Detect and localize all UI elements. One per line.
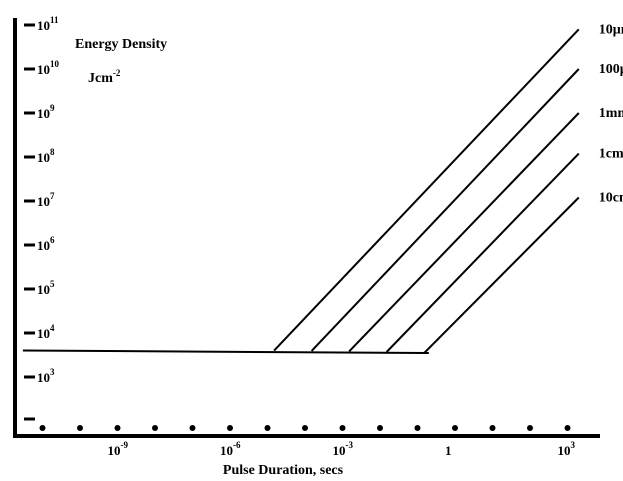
x-axis-dot xyxy=(264,425,271,431)
series-line xyxy=(310,68,580,352)
series-label: 1mm xyxy=(599,106,623,121)
x-axis-dot xyxy=(377,425,383,431)
series-line xyxy=(273,28,580,352)
series-line xyxy=(348,112,580,353)
series-label: 10μm xyxy=(599,22,623,37)
series-labels: 10μm 100μm 1mm 1cm 10cm xyxy=(599,22,623,205)
y-tick-label: 109 xyxy=(37,103,55,121)
y-tick-label: 1010 xyxy=(37,59,60,77)
y-tick-label: 108 xyxy=(37,147,55,165)
series-label: 1cm xyxy=(599,147,623,162)
x-axis-dot xyxy=(564,425,571,431)
x-tick-label: 103 xyxy=(558,440,576,458)
y-tick-label: 107 xyxy=(37,191,55,209)
x-axis-dot xyxy=(452,425,458,431)
axes xyxy=(13,18,600,438)
series-line xyxy=(385,152,580,353)
series-label: 100μm xyxy=(599,62,623,77)
y-unit-label: Jcm-2 xyxy=(88,68,121,86)
x-ticks: 10-9 10-6 10-3 1 103 xyxy=(108,440,576,458)
x-axis-dot xyxy=(77,425,83,431)
series-line xyxy=(423,196,580,354)
x-axis-dot xyxy=(114,425,121,431)
chart-title: Energy Density xyxy=(75,37,167,52)
plateau-line xyxy=(22,349,429,355)
x-axis-dot xyxy=(489,425,496,431)
y-ticks: 1011 1010 109 108 107 106 105 104 103 xyxy=(24,15,60,421)
x-tick-label: 10-6 xyxy=(220,440,241,458)
y-tick-label: 105 xyxy=(37,279,55,297)
series-lines xyxy=(22,28,580,355)
x-axis-dot xyxy=(339,425,346,431)
x-axis-dot xyxy=(302,425,308,431)
x-tick-label: 10-9 xyxy=(108,440,129,458)
y-tick-label: 103 xyxy=(37,367,55,385)
x-axis-title: Pulse Duration, secs xyxy=(223,463,344,478)
y-tick-label: 1011 xyxy=(37,15,59,33)
x-axis-dots xyxy=(39,425,571,431)
y-tick-label: 104 xyxy=(37,323,55,341)
x-tick-label: 10-3 xyxy=(333,440,354,458)
series-label: 10cm xyxy=(599,191,623,206)
x-axis-dot xyxy=(527,425,533,431)
x-axis-dot xyxy=(414,425,421,431)
x-axis-dot xyxy=(152,425,158,431)
x-tick-label: 1 xyxy=(445,443,452,458)
x-axis-dot xyxy=(189,425,196,431)
x-axis-dot xyxy=(227,425,233,431)
y-tick-label: 106 xyxy=(37,235,55,253)
x-axis-dot xyxy=(39,425,46,431)
